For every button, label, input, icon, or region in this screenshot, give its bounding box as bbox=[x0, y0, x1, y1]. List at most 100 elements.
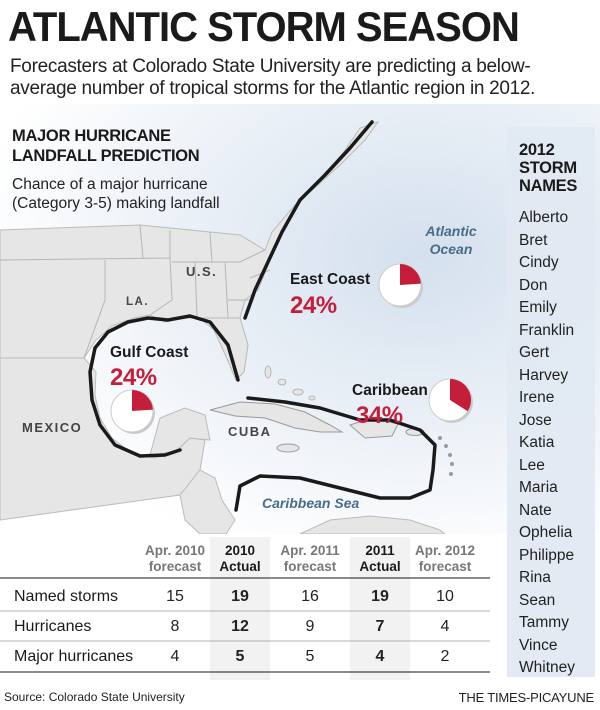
storm-name: Whitney bbox=[519, 659, 575, 676]
page-title: ATLANTIC STORM SEASON bbox=[8, 4, 520, 51]
table-column-header: 2010 Actual bbox=[205, 543, 275, 575]
storm-names-header-line2: STORM bbox=[519, 159, 577, 177]
storm-name: Ophelia bbox=[519, 524, 573, 541]
storm-name: Cindy bbox=[519, 254, 559, 271]
table-cell: 7 bbox=[375, 618, 385, 635]
column-header-line2: forecast bbox=[148, 559, 202, 574]
storm-names-header-line1: 2012 bbox=[519, 141, 555, 159]
table-cell: 12 bbox=[231, 618, 249, 635]
pie-east-coast bbox=[378, 263, 423, 308]
storm-name: Gert bbox=[519, 344, 550, 361]
table-column-header: Apr. 2010 forecast bbox=[140, 543, 210, 575]
storm-names-header-line3: NAMES bbox=[519, 177, 578, 195]
storm-names-header: 2012 STORM NAMES bbox=[519, 141, 595, 195]
column-header-line1: Apr. 2011 bbox=[280, 543, 340, 558]
table-cell: 2 bbox=[440, 648, 450, 665]
caribbean-name: Caribbean bbox=[352, 382, 428, 399]
table-row-label: Named storms bbox=[14, 588, 119, 605]
column-header-line1: Apr. 2012 bbox=[414, 543, 476, 558]
forecast-table-bg bbox=[0, 535, 490, 680]
florida bbox=[198, 317, 249, 381]
map-label-mexico: MEXICO bbox=[22, 420, 83, 435]
storm-name: Tammy bbox=[519, 614, 569, 631]
column-header-line1: Apr. 2010 bbox=[144, 543, 206, 558]
east-coast-name: East Coast bbox=[290, 271, 371, 288]
column-header-line2: Actual bbox=[359, 559, 401, 574]
map-label-atlantic: Atlantic Ocean bbox=[410, 222, 492, 258]
column-header-line2: forecast bbox=[418, 559, 472, 574]
table-row-label: Hurricanes bbox=[14, 618, 92, 635]
source-note: Source: Colorado State University bbox=[4, 690, 185, 704]
storm-name: Don bbox=[519, 276, 548, 294]
storm-name: Philippe bbox=[519, 546, 575, 564]
east-coast-outline bbox=[243, 120, 374, 320]
table-cell: 9 bbox=[305, 618, 315, 635]
map-label-caribbean-sea: Caribbean Sea bbox=[262, 495, 360, 511]
table-cell: 4 bbox=[440, 618, 450, 635]
pie-slice-chance-caribbean bbox=[450, 379, 472, 412]
table-cell: 19 bbox=[231, 588, 249, 605]
table-cell: 4 bbox=[375, 648, 385, 665]
cuba bbox=[209, 401, 344, 433]
storm-name: Vince bbox=[519, 636, 558, 654]
column-header-line1: 2010 bbox=[224, 543, 256, 558]
storm-name: Emily bbox=[519, 299, 557, 316]
table-cell: 10 bbox=[436, 588, 454, 605]
table-cell: 15 bbox=[166, 588, 184, 605]
map-label-la: LA. bbox=[126, 296, 150, 308]
table-cell: 16 bbox=[301, 588, 319, 605]
storm-names-panel: 2012 STORM NAMES Alberto Bret Cindy Don Emil… bbox=[507, 127, 595, 677]
column-header-line2: Actual bbox=[219, 559, 261, 574]
table-row-label: Major hurricanes bbox=[14, 648, 134, 665]
table-column-header: Apr. 2011 forecast bbox=[275, 543, 345, 575]
storm-name: Katia bbox=[519, 434, 555, 451]
pie-slice-chance-east-coast bbox=[400, 264, 421, 285]
map-label-us: U.S. bbox=[186, 264, 218, 279]
storm-name: Maria bbox=[519, 479, 558, 496]
atlantic-line2: Ocean bbox=[429, 241, 473, 257]
pie-slice-chance-gulf-coast bbox=[132, 390, 153, 411]
pie-gulf-coast bbox=[110, 389, 155, 434]
table-column-header: 2011 Actual bbox=[345, 543, 415, 575]
caribbean-pct: 34% bbox=[356, 402, 403, 429]
column-header-line1: 2011 bbox=[365, 543, 395, 558]
lesser-antilles bbox=[438, 436, 454, 476]
column-header-line2: forecast bbox=[283, 559, 337, 574]
central-america bbox=[179, 469, 236, 534]
table-column-header: Apr. 2012 forecast bbox=[410, 543, 480, 575]
storm-name: Harvey bbox=[519, 366, 569, 384]
credit: THE TIMES-PICAYUNE bbox=[458, 690, 595, 705]
storm-names-list: Alberto Bret Cindy Don Emily Franklin Gert Harv… bbox=[519, 207, 595, 680]
table-cell: 5 bbox=[305, 648, 315, 665]
table-cell: 8 bbox=[170, 618, 180, 635]
storm-name: Bret bbox=[519, 231, 548, 249]
gulf-coast-name: Gulf Coast bbox=[110, 344, 189, 361]
subtitle: Forecasters at Colorado State University… bbox=[10, 56, 536, 99]
storm-name: Jose bbox=[519, 411, 552, 429]
landfall-heading-line2: LANDFALL PREDICTION bbox=[12, 147, 200, 165]
table-cell: 5 bbox=[235, 648, 245, 665]
storm-name: Franklin bbox=[519, 321, 575, 339]
storm-name: Irene bbox=[519, 389, 555, 406]
landfall-heading-line1: MAJOR HURRICANE bbox=[12, 127, 171, 145]
caribbean-outline bbox=[234, 396, 437, 512]
landfall-description: Chance of a major hurricane (Category 3-… bbox=[12, 176, 220, 212]
jamaica bbox=[276, 443, 300, 453]
storm-name: Rina bbox=[519, 569, 551, 586]
gulf-coast-outline bbox=[88, 314, 240, 458]
state-borders bbox=[0, 224, 271, 359]
east-coast-pct: 24% bbox=[290, 292, 337, 319]
storm-name: Sean bbox=[519, 591, 556, 609]
pie-caribbean bbox=[428, 378, 473, 423]
bahamas bbox=[264, 365, 316, 401]
storm-name: Lee bbox=[519, 456, 545, 474]
map bbox=[0, 104, 600, 534]
south-america bbox=[299, 515, 446, 534]
atlantic-line1: Atlantic bbox=[425, 223, 477, 239]
gulf-coast-pct: 24% bbox=[110, 364, 157, 391]
map-label-cuba: CUBA bbox=[228, 424, 272, 439]
landfall-heading: MAJOR HURRICANE LANDFALL PREDICTION bbox=[12, 126, 200, 166]
table-cell: 4 bbox=[170, 648, 180, 665]
storm-name: Nate bbox=[519, 501, 552, 519]
